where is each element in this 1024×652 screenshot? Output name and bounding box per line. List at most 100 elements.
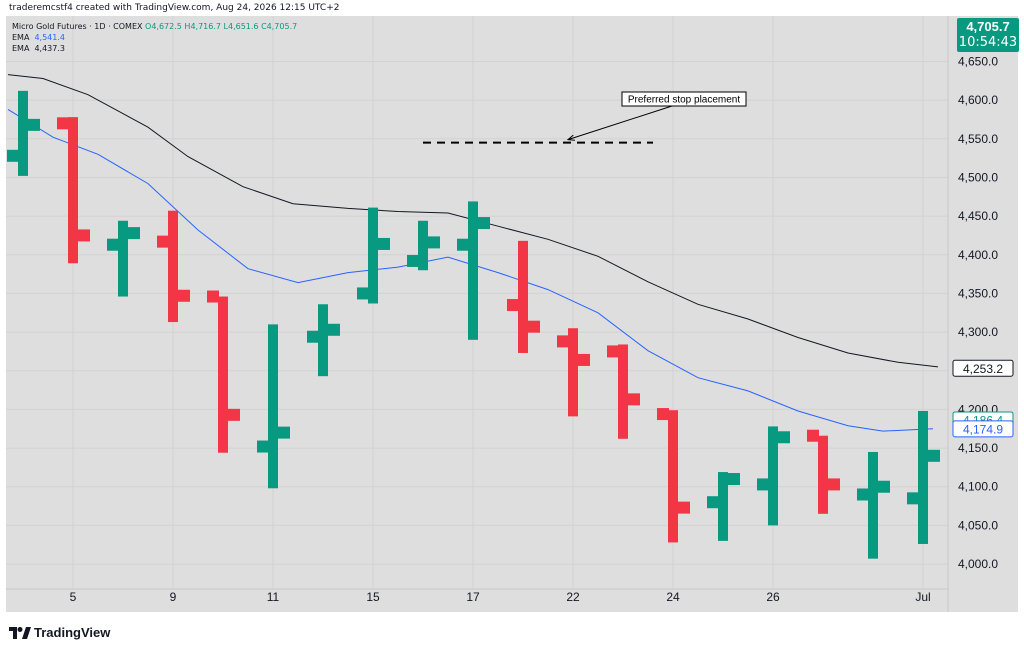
ohlc-bar [807,429,840,514]
ema-slow-badge-text: 4,253.2 [963,362,1003,376]
bar-range [268,324,278,489]
bar-open-tick [57,117,69,130]
ema-slow-label: EMA [12,44,30,53]
stop-callout-box [621,91,747,107]
bar-open-tick [457,238,469,251]
bar-open-tick [257,440,269,453]
x-tick-label: 15 [366,590,380,604]
chart-header: traderemcstf4 created with TradingView.c… [0,0,1024,16]
bar-close-tick [527,320,540,333]
ema-fast-badge-box [952,420,1014,438]
bar-range [18,90,28,176]
bar-close-tick [627,393,640,406]
bar-range [368,207,378,304]
symbol-title: Micro Gold Futures · 1D · COMEX [12,22,143,31]
y-tick-label: 4,100.0 [958,480,998,494]
bar-open-tick [157,235,169,248]
bar-range [518,240,528,353]
bar-range [118,220,128,297]
bar-range [468,201,478,340]
bar-open-tick [557,335,569,348]
bar-close-tick [327,323,340,336]
bar-close-tick [427,236,440,249]
bar-range [568,328,578,417]
ema-fast-badge: 4,174.9 [952,420,1014,438]
bar-range [718,472,728,541]
symbol-legend[interactable]: Micro Gold Futures · 1D · COMEX O4,672.5… [12,22,297,31]
bar-open-tick [857,488,869,501]
ohlc-bar [507,240,540,353]
y-tick-label: 4,000.0 [958,557,998,571]
ema-slow-legend[interactable]: EMA 4,437.3 [12,44,65,53]
ohlc-bar [207,290,240,453]
ohlc-bar [107,220,140,297]
bar-close-tick [877,480,890,493]
ohlc-bar [57,117,90,264]
y-tick-label: 4,350.0 [958,286,998,300]
bar-open-tick [757,478,769,491]
tradingview-logo[interactable]: TradingView [9,625,110,640]
y-tick-label: 4,650.0 [958,54,998,68]
bar-range [918,410,928,544]
ohlc-bar [407,220,440,271]
bar-close-tick [277,426,290,439]
ohlc-bar [557,328,590,417]
stop-callout-arrowhead [566,134,576,141]
bar-open-tick [807,429,819,442]
bar-range [868,451,878,559]
bar-open-tick [107,238,119,251]
y-tick-label: 4,450.0 [958,209,998,223]
y-tick-label: 4,400.0 [958,248,998,262]
ohlc-bar [907,410,940,544]
y-tick-label: 4,600.0 [958,93,998,107]
ohlc-bar [457,201,490,340]
ema-slow-value: 4,437.3 [34,44,65,53]
last-price: 4,705.7 [966,19,1010,34]
chart-area[interactable]: Preferred stop placement 4,000.0 4,050.0 4… [6,16,1019,612]
y-tick-label: 4,500.0 [958,170,998,184]
ohlc-bar [307,304,340,377]
ohlc-bar [257,324,290,489]
ema-fast-legend[interactable]: EMA 4,541.4 [12,33,65,42]
x-tick-label: 9 [170,590,177,604]
watermark-text: traderemcstf4 created with TradingView.c… [9,3,340,13]
stop-callout-arrow [567,105,673,141]
stop-callout-text: Preferred stop placement [628,95,741,106]
ema-fast-value: 4,541.4 [34,33,65,42]
bar-range [818,435,828,514]
bar-range [168,210,178,323]
ohlc-bar [857,451,890,559]
bar-open-tick [7,149,19,162]
bar-open-tick [707,496,719,509]
ema-slow-badge: 4,253.2 [952,359,1014,377]
ohlc-bar [607,344,640,439]
bar-open-tick [507,299,519,312]
x-tick-label: 17 [466,590,480,604]
ohlc-bar [157,210,190,323]
x-tick-label: 5 [70,590,77,604]
bar-close-tick [177,289,190,302]
bar-close-tick [827,478,840,491]
ohlc-low: L4,651.6 [223,22,259,31]
bar-close-tick [477,217,490,230]
y-tick-label: 4,550.0 [958,132,998,146]
bar-close-tick [77,229,90,242]
price-chart[interactable]: Preferred stop placement 4,000.0 4,050.0 4… [6,16,1018,612]
ema-fast-badge-text: 4,174.9 [963,422,1003,436]
last-price-box: 4,705.7 10:54:43 [957,18,1019,52]
bar-open-tick [357,287,369,300]
x-tick-label: 24 [666,590,680,604]
tradingview-logo-icon [9,626,31,639]
bar-close-tick [127,227,140,240]
x-tick-label: Jul [915,590,930,604]
bar-close-tick [927,449,940,462]
ohlc-bar [707,472,740,541]
ohlc-bar [657,408,690,543]
bar-range [418,220,428,271]
bar-range [318,304,328,377]
bar-close-tick [727,473,740,486]
ohlc-bar [357,207,390,304]
bar-open-tick [307,330,319,343]
ema-fast-label: EMA [12,33,30,42]
ohlc-open: O4,672.5 [145,22,182,31]
